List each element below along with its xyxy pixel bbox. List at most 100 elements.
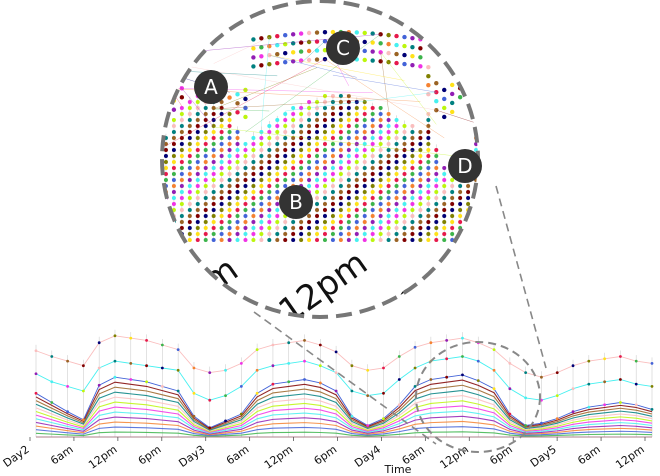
series-point	[208, 371, 212, 374]
lens-point	[267, 130, 272, 134]
lens-point	[219, 178, 224, 182]
lens-point	[378, 148, 383, 152]
lens-point	[299, 238, 304, 242]
lens-point	[219, 202, 224, 206]
lens-point	[442, 220, 447, 224]
lens-point	[362, 106, 367, 110]
series-point	[603, 403, 607, 407]
lens-point	[354, 148, 359, 152]
lens-point	[418, 184, 423, 188]
lens-point	[187, 196, 192, 200]
lens-point	[156, 232, 160, 236]
lens-point	[322, 196, 327, 200]
lens-point	[235, 208, 240, 212]
lens-point	[354, 196, 359, 200]
lens-point	[307, 238, 312, 242]
lens-point	[195, 232, 200, 236]
lens-point	[171, 154, 176, 158]
lens-point	[402, 196, 407, 200]
lens-point	[283, 160, 288, 164]
lens-point	[370, 208, 375, 212]
lens-point	[235, 226, 240, 230]
lens-point	[251, 142, 256, 146]
lens-point	[418, 166, 423, 170]
lens-point	[259, 54, 264, 59]
series-point	[445, 357, 449, 361]
lens-point	[251, 46, 256, 51]
lens-point	[442, 232, 447, 236]
lens-point	[410, 148, 415, 152]
lens-point	[442, 178, 447, 182]
lens-point	[179, 196, 184, 200]
lens-point	[482, 166, 486, 170]
lens-point	[187, 124, 192, 128]
series-point	[461, 355, 464, 358]
lens-point	[434, 98, 439, 104]
lens-point	[179, 172, 184, 176]
lens-point	[211, 232, 216, 236]
series-point	[476, 379, 480, 383]
lens-point	[203, 232, 208, 236]
lens-point	[315, 166, 320, 170]
lens-point	[354, 202, 359, 206]
lens-point	[346, 232, 351, 236]
lens-point	[378, 238, 383, 242]
lens-point	[482, 142, 486, 146]
series-band-line	[35, 405, 653, 433]
series-point	[397, 403, 401, 407]
lens-point	[299, 166, 304, 170]
lens-point	[338, 160, 343, 164]
series-point	[508, 362, 512, 365]
lens-point	[410, 166, 415, 170]
lens-point	[227, 178, 232, 182]
lens-point	[291, 154, 296, 158]
lens-point	[410, 196, 415, 200]
callout-label: D	[457, 154, 472, 178]
lens-point	[370, 238, 375, 242]
lens-point	[259, 136, 264, 140]
lens-point	[370, 49, 375, 54]
lens-point	[442, 214, 447, 218]
lens-point	[259, 142, 264, 146]
lens-point	[386, 172, 391, 176]
lens-point	[179, 220, 184, 224]
series-point	[34, 349, 38, 353]
lens-point	[315, 172, 320, 176]
lens-point	[235, 142, 240, 146]
lens-point	[442, 172, 447, 176]
lens-point	[386, 160, 391, 164]
lens-point	[227, 172, 232, 176]
lens-point	[187, 112, 192, 116]
lens-point	[434, 184, 439, 188]
series-point	[524, 396, 528, 400]
lens-point	[378, 142, 383, 146]
series-point	[492, 348, 496, 351]
lens-point	[474, 142, 478, 146]
lens-point	[402, 184, 407, 188]
series-band-line	[35, 426, 653, 437]
lens-point	[291, 106, 296, 110]
lens-point	[426, 238, 431, 242]
lens-point	[156, 68, 160, 72]
lens-point	[450, 232, 455, 236]
lens-point	[442, 105, 447, 111]
lens-point	[203, 142, 208, 146]
lens-point	[203, 178, 208, 182]
lens-point	[426, 226, 431, 230]
lens-point	[386, 196, 391, 200]
lens-point	[283, 136, 288, 140]
lens-link-line	[213, 99, 365, 110]
lens-point	[338, 178, 343, 182]
lens-point	[171, 238, 176, 242]
series-point	[587, 382, 591, 386]
callout-d: D	[448, 149, 482, 183]
lens-point	[211, 142, 216, 146]
lens-point	[314, 57, 320, 62]
lens-point	[299, 136, 304, 140]
lens-point	[434, 80, 439, 86]
lens-point	[251, 202, 256, 206]
lens-point	[346, 214, 351, 218]
lens-point	[346, 196, 351, 200]
lens-point	[346, 154, 351, 158]
lens-point	[275, 172, 280, 176]
